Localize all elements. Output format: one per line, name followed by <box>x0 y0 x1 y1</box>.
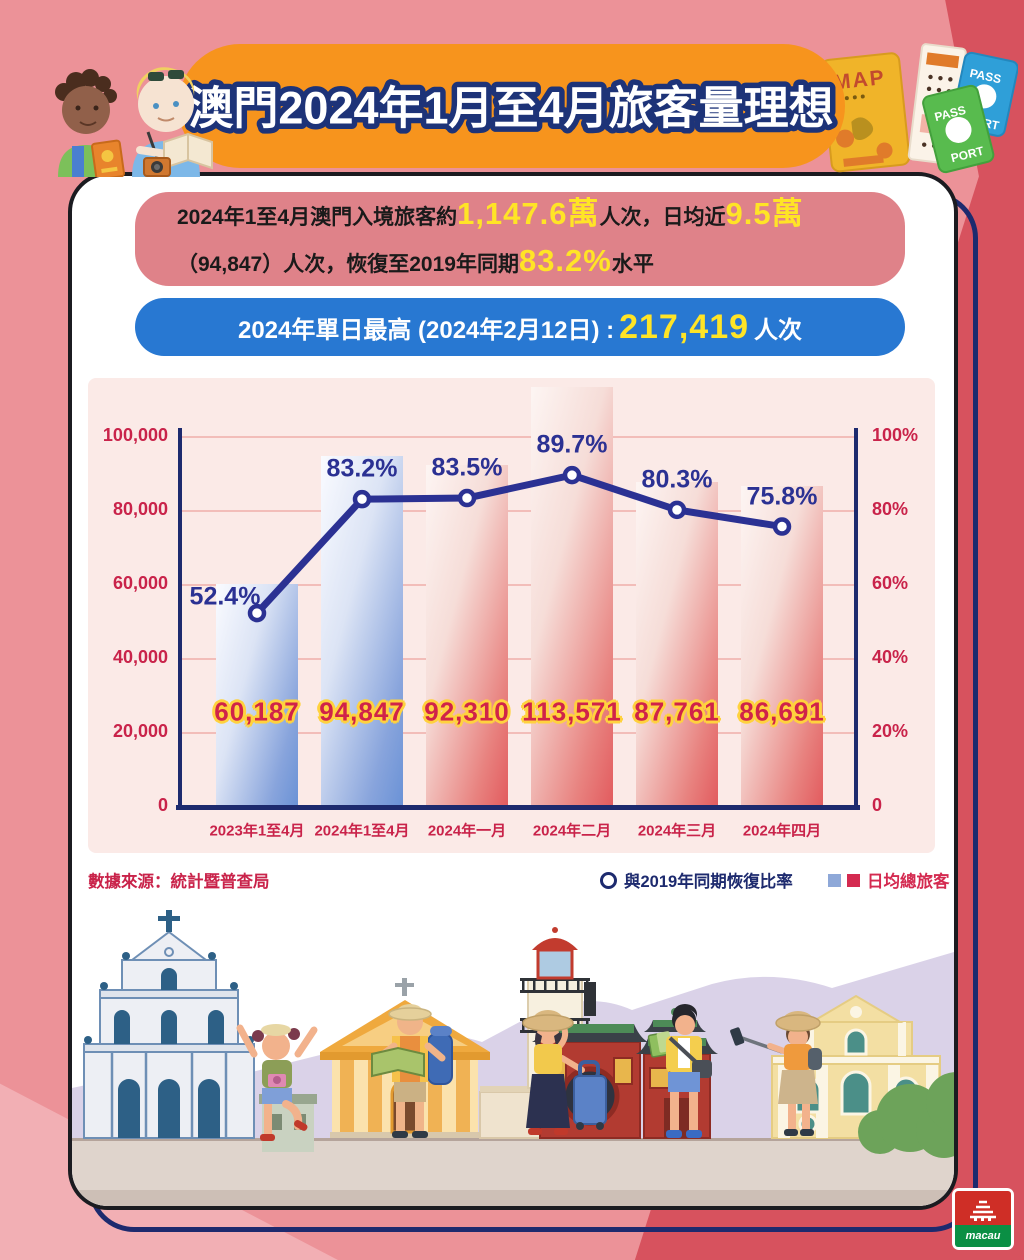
recovery-rate-label: 89.7% <box>536 430 608 459</box>
x-tick: 2023年1至4月 <box>209 822 305 840</box>
bar-value-label: 113,571 <box>522 696 622 727</box>
chart-panel: 100,000 80,000 60,000 40,000 20,000 0 100% 80% 6… <box>88 378 935 853</box>
y-axis-tick-left: 40,000 <box>112 647 168 667</box>
legend-bar-label: 日均總旅客 <box>867 873 950 891</box>
legend-recovery-rate: 與2019年同期恢復比率 <box>600 868 793 892</box>
y-axis-tick-right: 0 <box>872 795 883 815</box>
ruins-of-st-pauls <box>83 910 255 1139</box>
x-axis <box>176 805 860 810</box>
y-axis-tick-left: 0 <box>157 795 168 815</box>
visitor-total-highlight: 1,147.6萬 <box>457 196 600 231</box>
blue-square-icon <box>828 873 841 887</box>
logo-wordmark: macau <box>955 1225 1011 1247</box>
grid-line <box>180 658 856 660</box>
macau-skyline-illustration <box>72 910 954 1206</box>
y-axis-tick-left: 100,000 <box>102 425 168 445</box>
summary-box: 2024年1至4月澳門入境旅客約1,147.6萬人次，日均近9.5萬 （94,8… <box>135 192 905 286</box>
summary-text: 人次，日均近 <box>599 206 726 229</box>
tourist-suitcase-woman <box>522 1010 607 1135</box>
bushes <box>858 1072 954 1158</box>
page-title: 澳門2024年1月至4月旅客量理想 <box>188 83 833 134</box>
summary-text: 水平 <box>611 253 654 276</box>
peak-text: 人次 <box>754 316 803 344</box>
y-axis-tick-left: 20,000 <box>112 721 168 741</box>
x-tick: 2024年三月 <box>637 822 717 840</box>
y-axis-tick-right: 40% <box>872 647 909 667</box>
suitcase-icon <box>573 1075 607 1125</box>
summary-line-2: （94,847）人次，恢復至2019年同期83.2%水平 <box>177 240 863 287</box>
recovery-rate-label: 52.4% <box>189 582 261 611</box>
traveler-with-map <box>132 67 213 177</box>
traveler-with-passport <box>55 69 125 177</box>
red-square-icon <box>847 873 860 887</box>
y-axis-right <box>854 428 858 809</box>
passport-green-icon: PASS PORT <box>922 84 995 174</box>
recovery-rate-label: 83.5% <box>431 453 503 482</box>
daily-average-highlight: 9.5萬 <box>725 196 804 231</box>
legend-daily-visitors: 日均總旅客 <box>828 868 950 892</box>
legend-line-label: 與2019年同期恢復比率 <box>624 873 793 891</box>
bar <box>636 482 718 807</box>
peak-text: 2024年單日最高 (2024年2月12日) : <box>237 316 615 344</box>
infographic-card: 2024年1至4月澳門入境旅客約1,147.6萬人次，日均近9.5萬 （94,8… <box>68 172 958 1210</box>
recovery-rate-highlight: 83.2% <box>518 243 612 278</box>
travel-documents-illustration: MAP PASS PORT PASS PORT <box>820 43 1018 174</box>
svg-text:PASS: PASS <box>968 66 1002 86</box>
macau-tourism-logo: macau <box>952 1188 1014 1250</box>
x-tick: 2024年1至4月 <box>314 822 410 840</box>
recovery-rate-label: 80.3% <box>641 465 713 494</box>
daily-peak-box: 2024年單日最高 (2024年2月12日) : 217,419 人次 <box>135 298 905 356</box>
y-axis-tick-right: 20% <box>872 721 909 741</box>
bar <box>321 456 403 807</box>
title-banner: 澳門2024年1月至4月旅客量理想 <box>178 44 845 168</box>
bar-value-label: 92,310 <box>424 696 510 727</box>
line-marker-icon <box>600 871 617 889</box>
y-axis-tick-left: 80,000 <box>112 499 168 519</box>
bar-value-label: 86,691 <box>739 696 825 727</box>
y-axis-left <box>178 428 182 809</box>
y-axis-tick-right: 80% <box>872 499 909 519</box>
bar <box>426 465 508 807</box>
logo-text: macau <box>965 1229 1001 1242</box>
phone-icon <box>730 1027 745 1046</box>
mountains <box>72 952 954 1138</box>
recovery-rate-label: 75.8% <box>746 482 818 511</box>
y-axis-tick-left: 60,000 <box>112 573 168 593</box>
peak-value-highlight: 217,419 <box>619 307 750 346</box>
map-icon <box>371 1046 425 1078</box>
logo-ruins-icon <box>955 1191 1011 1225</box>
recovery-rate-label: 83.2% <box>326 454 398 483</box>
tourist-backpacker <box>371 1004 453 1138</box>
y-axis-tick-right: 60% <box>872 573 909 593</box>
bar-value-label: 87,761 <box>634 696 720 727</box>
x-tick: 2024年二月 <box>532 822 612 840</box>
x-tick: 2024年四月 <box>742 822 822 840</box>
tourist-map-guy <box>647 1004 712 1138</box>
tourist-jumping-girl <box>236 1024 318 1141</box>
data-source: 數據來源：統計暨普查局 <box>88 873 270 891</box>
chart-plot: 100,000 80,000 60,000 40,000 20,000 0 100% 80% 6… <box>88 378 935 853</box>
tourist-selfie-woman <box>730 1011 822 1136</box>
summary-text: （94,847）人次，恢復至2019年同期 <box>177 253 519 276</box>
passport-icon <box>91 139 125 177</box>
summary-text: 2024年1至4月澳門入境旅客約 <box>177 206 458 229</box>
travelers-illustration <box>55 67 213 177</box>
bar-value-label: 60,187 <box>214 696 300 727</box>
summary-line-1: 2024年1至4月澳門入境旅客約1,147.6萬人次，日均近9.5萬 <box>177 193 863 240</box>
grid-line <box>180 732 856 734</box>
grid-line <box>180 436 856 438</box>
bar <box>741 486 823 807</box>
bar-value-label: 94,847 <box>319 696 405 727</box>
y-axis-tick-right: 100% <box>872 425 919 445</box>
x-tick: 2024年一月 <box>427 822 507 840</box>
